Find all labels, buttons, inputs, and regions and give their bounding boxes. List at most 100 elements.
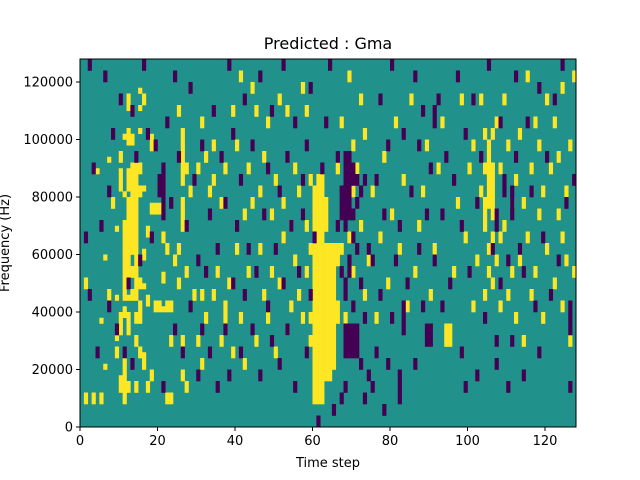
- heatmap-cell-low: [475, 369, 480, 376]
- heatmap-cell-low: [424, 329, 430, 336]
- heatmap-cell-low: [227, 64, 232, 71]
- heatmap-cell-low: [289, 220, 294, 227]
- heatmap-cell-low: [521, 375, 526, 382]
- heatmap-cell-low: [413, 70, 418, 77]
- heatmap-cell-high: [328, 277, 333, 284]
- heatmap-cell-high: [165, 398, 170, 405]
- heatmap-cell-high: [312, 335, 317, 342]
- heatmap-cell-high: [242, 358, 247, 365]
- heatmap-cell-low: [351, 237, 356, 244]
- heatmap-cell-low: [83, 231, 89, 238]
- heatmap-cell-low: [506, 254, 511, 261]
- heatmap-cell-high: [138, 346, 143, 353]
- heatmap-cell-high: [254, 110, 259, 117]
- heatmap-cell-high: [320, 323, 325, 330]
- heatmap-cell-high: [514, 317, 519, 324]
- heatmap-cell-high: [316, 214, 321, 221]
- heatmap-cell-high: [312, 225, 317, 232]
- y-axis-label: Frequency (Hz): [0, 194, 13, 292]
- heatmap-cell-high: [339, 243, 344, 250]
- heatmap-cell-high: [324, 317, 329, 324]
- heatmap-cell-low: [417, 139, 422, 146]
- heatmap-cell-high: [316, 317, 321, 324]
- heatmap-cell-high: [211, 289, 216, 296]
- heatmap-cell-low: [262, 208, 267, 215]
- heatmap-cell-high: [324, 375, 329, 382]
- heatmap-cell-high: [405, 306, 410, 313]
- heatmap-cell-high: [316, 248, 321, 255]
- heatmap-cell-low: [83, 237, 89, 244]
- heatmap-cell-high: [235, 139, 240, 146]
- heatmap-cell-high: [331, 352, 337, 359]
- heatmap-cell-high: [324, 243, 329, 250]
- heatmap-cell-high: [122, 375, 127, 382]
- heatmap-cell-high: [312, 306, 317, 313]
- heatmap-cell-high: [424, 145, 430, 152]
- heatmap-cell-low: [347, 179, 352, 186]
- heatmap-cell-high: [444, 340, 449, 347]
- heatmap-cell-high: [134, 277, 139, 284]
- heatmap-cell-high: [126, 93, 131, 100]
- heatmap-cell-high: [122, 225, 127, 232]
- heatmap-cell-high: [207, 191, 213, 198]
- heatmap-cell-high: [316, 306, 321, 313]
- heatmap-cell-low: [130, 358, 135, 365]
- heatmap-cell-high: [126, 381, 131, 388]
- heatmap-cell-high: [320, 208, 325, 215]
- heatmap-cell-high: [552, 283, 557, 290]
- heatmap-cell-high: [316, 208, 321, 215]
- heatmap-cell-low: [494, 208, 499, 215]
- heatmap-cell-high: [568, 335, 573, 342]
- heatmap-cell-high: [126, 197, 131, 204]
- heatmap-cell-low: [258, 70, 263, 77]
- heatmap-cell-low: [498, 277, 503, 284]
- heatmap-cell-high: [184, 266, 189, 273]
- heatmap-cell-high: [99, 398, 104, 405]
- heatmap-cell-low: [494, 225, 499, 232]
- heatmap-cell-high: [254, 340, 259, 347]
- heatmap-cell-low: [568, 306, 573, 313]
- heatmap-cell-low: [173, 76, 178, 83]
- heatmap-cell-high: [118, 317, 123, 324]
- heatmap-cell-high: [320, 294, 325, 301]
- heatmap-cell-high: [126, 168, 131, 175]
- heatmap-cell-high: [568, 340, 573, 347]
- heatmap-cell-high: [324, 306, 329, 313]
- heatmap-cell-high: [126, 266, 131, 273]
- heatmap-cell-high: [118, 329, 123, 336]
- heatmap-cell-high: [196, 168, 201, 175]
- heatmap-cell-high: [312, 271, 317, 278]
- heatmap-cell-high: [273, 346, 278, 353]
- heatmap-cell-high: [459, 93, 464, 100]
- heatmap-cell-high: [130, 133, 135, 140]
- heatmap-cell-high: [219, 197, 224, 204]
- heatmap-cell-high: [200, 116, 205, 123]
- heatmap-cell-low: [145, 128, 151, 135]
- heatmap-cell-high: [316, 386, 321, 393]
- heatmap-cell-high: [165, 243, 170, 250]
- heatmap-cell-high: [343, 317, 348, 324]
- heatmap-cell-high: [312, 266, 317, 273]
- heatmap-cell-high: [134, 185, 139, 192]
- heatmap-cell-low: [266, 300, 271, 307]
- heatmap-cell-high: [471, 306, 476, 313]
- heatmap-cell-high: [335, 243, 340, 250]
- heatmap-cell-low: [242, 99, 247, 106]
- heatmap-cell-high: [331, 335, 337, 342]
- heatmap-cell-high: [320, 237, 325, 244]
- heatmap-cell-high: [142, 358, 147, 365]
- heatmap-cell-high: [463, 231, 468, 238]
- heatmap-cell-low: [111, 128, 116, 135]
- heatmap-cell-high: [483, 208, 488, 215]
- heatmap-cell-high: [490, 283, 495, 290]
- heatmap-cell-high: [180, 208, 185, 215]
- heatmap-cell-high: [545, 93, 550, 100]
- heatmap-cell-low: [514, 70, 519, 77]
- heatmap-cell-high: [471, 139, 476, 146]
- heatmap-cell-high: [258, 243, 263, 250]
- heatmap-cell-high: [300, 87, 306, 94]
- heatmap-cell-high: [176, 248, 182, 255]
- heatmap-cell-high: [560, 87, 565, 94]
- heatmap-cell-high: [297, 185, 302, 192]
- heatmap-cell-low: [452, 179, 457, 186]
